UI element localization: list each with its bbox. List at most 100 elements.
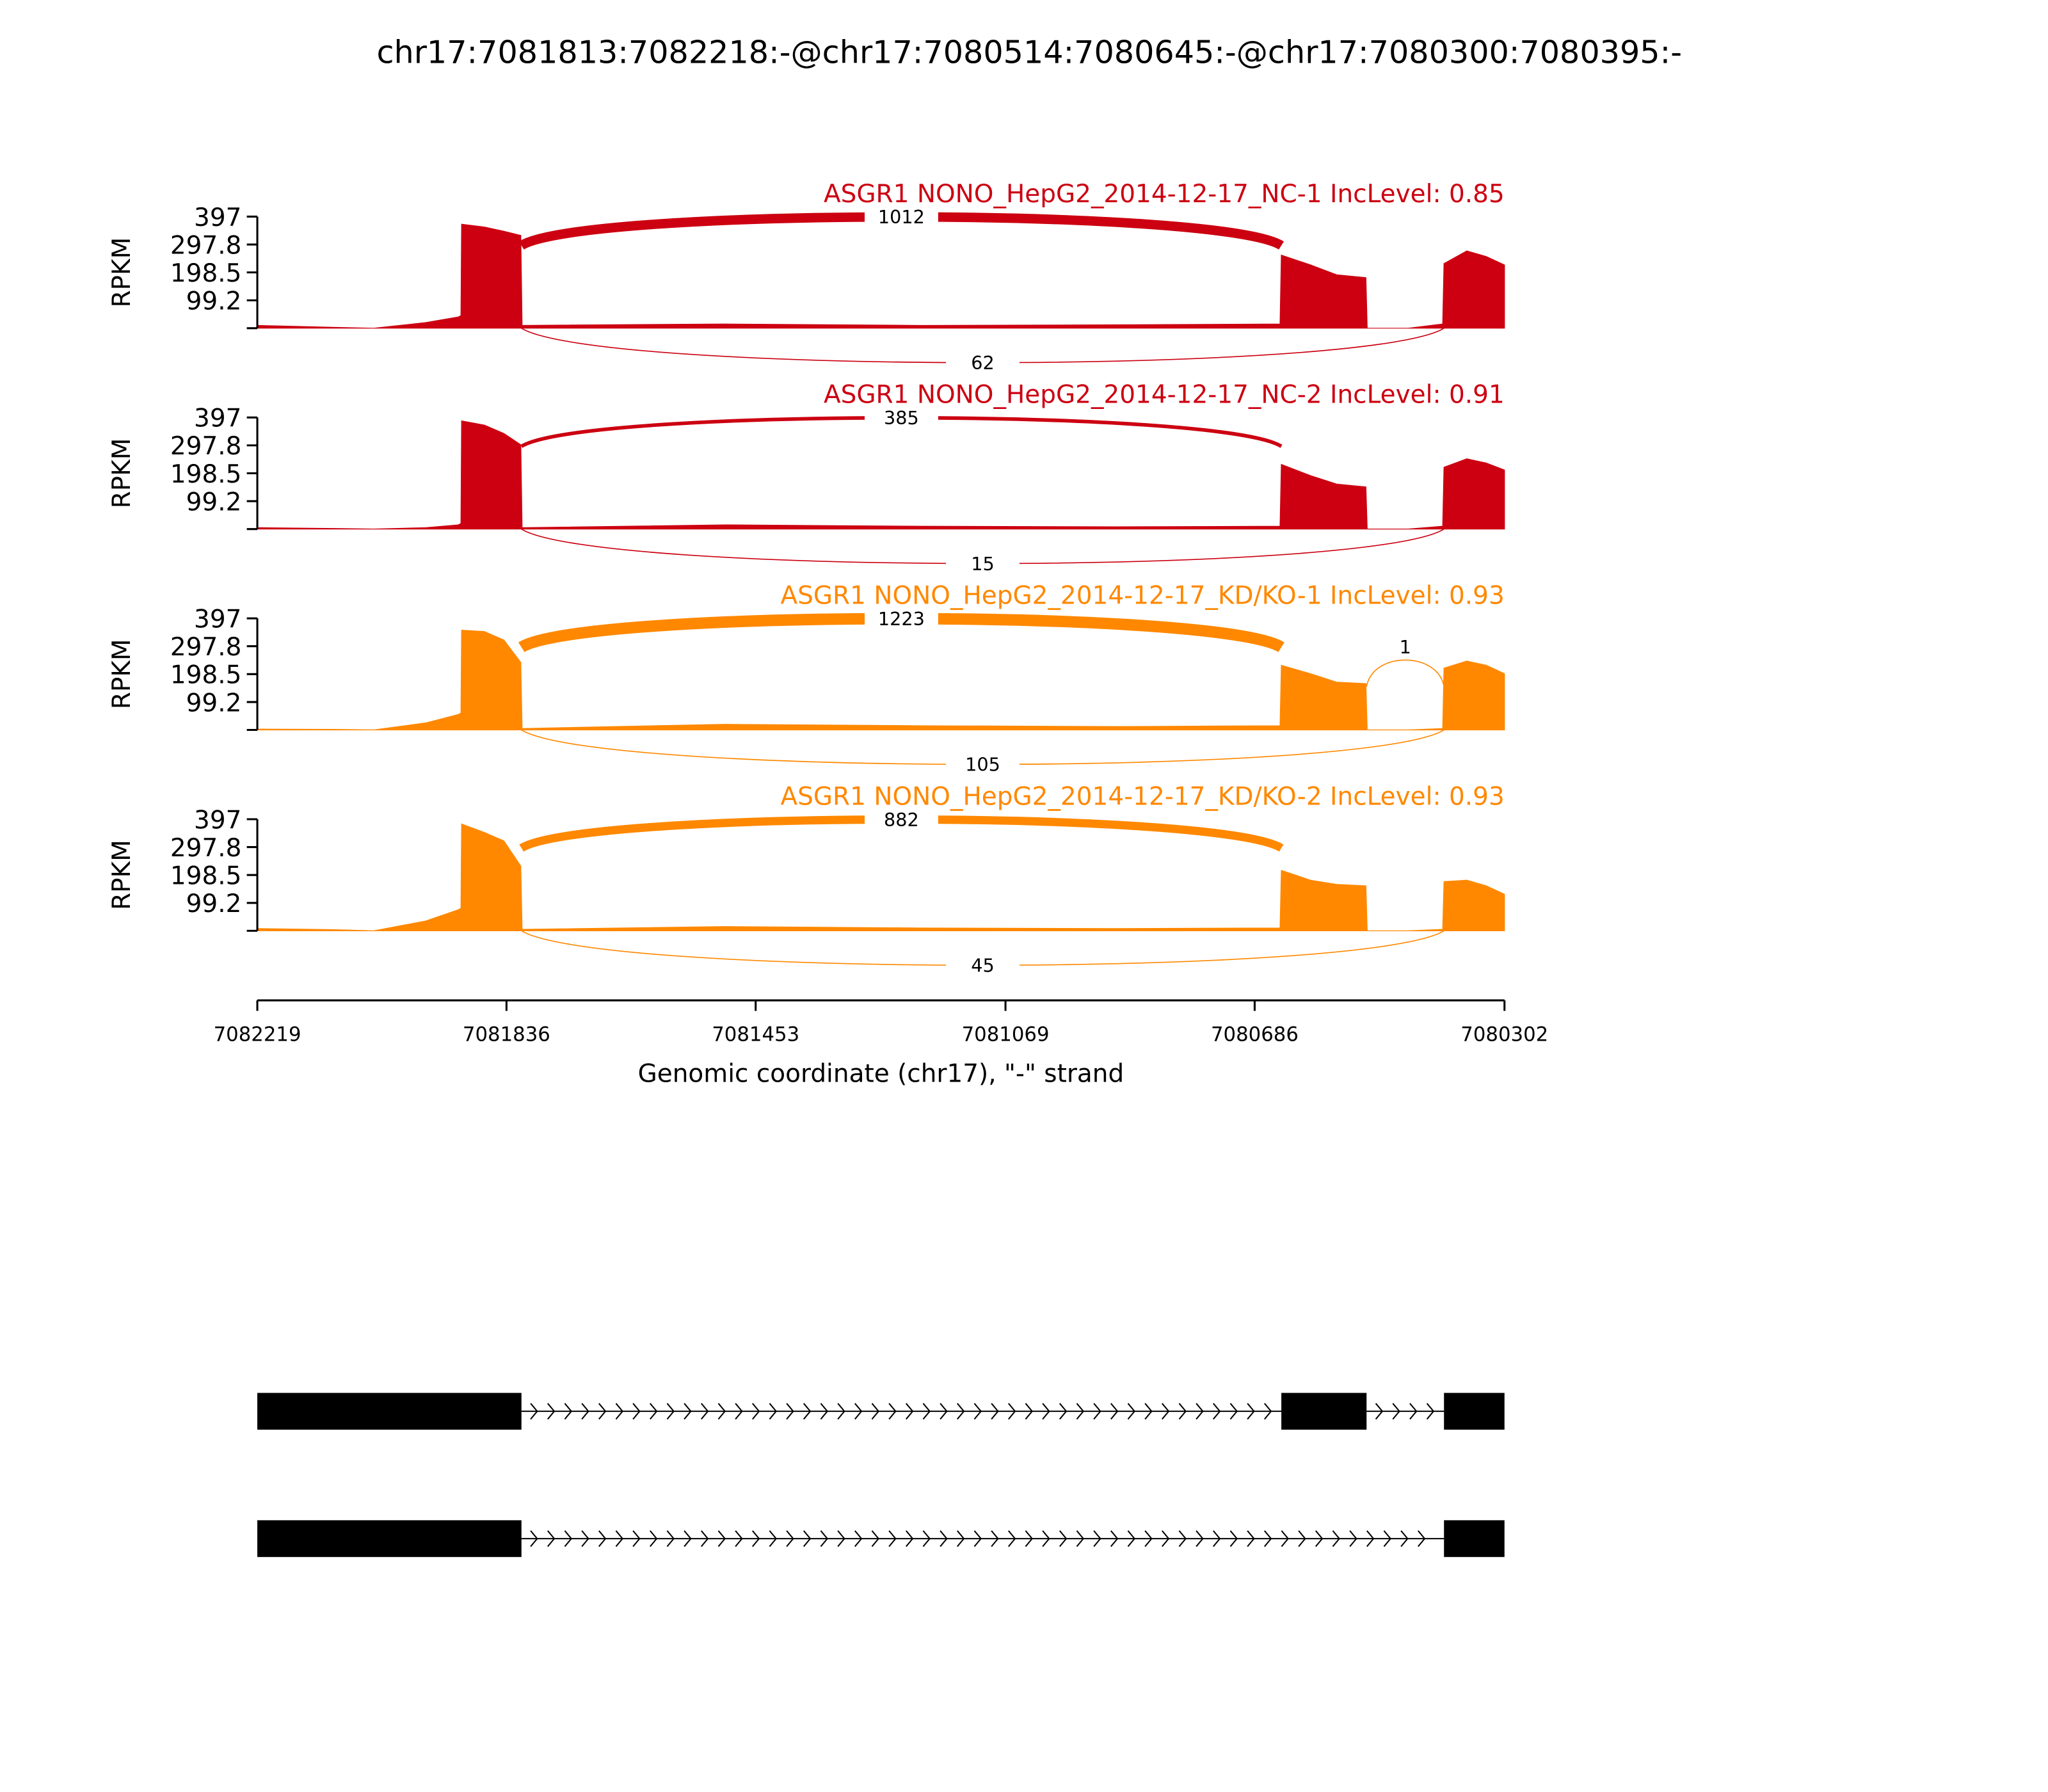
exon [257, 1520, 522, 1557]
exon [257, 1393, 522, 1430]
strand-chevron [735, 1403, 743, 1420]
junction-arc [1366, 659, 1445, 687]
strand-chevron [1008, 1403, 1016, 1420]
y-tick-label: 99.2 [186, 689, 242, 717]
x-tick-label: 7081069 [962, 1023, 1050, 1046]
strand-chevron [1042, 1403, 1050, 1420]
strand-chevron [871, 1530, 880, 1548]
strand-chevron [650, 1403, 658, 1420]
strand-chevron [1127, 1403, 1136, 1420]
strand-chevron [837, 1530, 845, 1548]
strand-chevron [752, 1403, 760, 1420]
strand-chevron [547, 1530, 556, 1548]
strand-chevron [922, 1530, 931, 1548]
strand-chevron [991, 1403, 999, 1420]
strand-chevron [1059, 1403, 1068, 1420]
strand-chevron [530, 1530, 538, 1548]
coverage-area [257, 420, 1505, 530]
strand-chevron [701, 1403, 709, 1420]
strand-chevron [1110, 1530, 1119, 1548]
strand-chevron [1042, 1530, 1050, 1548]
x-tick-label: 7081836 [463, 1023, 550, 1046]
junction-label-bg [946, 552, 1020, 575]
x-axis-label: Genomic coordinate (chr17), "-" strand [638, 1059, 1124, 1088]
y-tick-label: 297.8 [170, 231, 242, 260]
junction-label-bg [946, 752, 1020, 776]
strand-chevron [940, 1403, 948, 1420]
y-tick-label: 297.8 [170, 633, 242, 662]
strand-chevron [1409, 1403, 1418, 1420]
strand-chevron [1213, 1403, 1221, 1420]
y-tick-label: 397 [194, 605, 241, 634]
strand-chevron [1400, 1530, 1409, 1548]
junction-label: 15 [971, 553, 995, 575]
coverage-area [257, 823, 1505, 931]
strand-chevron [581, 1530, 589, 1548]
track-label: ASGR1 NONO_HepG2_2014-12-17_KD/KO-2 IncL… [780, 782, 1504, 811]
strand-chevron [973, 1530, 982, 1548]
strand-chevron [1076, 1530, 1085, 1548]
y-tick-label: 198.5 [170, 460, 242, 489]
strand-chevron [1315, 1530, 1324, 1548]
strand-chevron [820, 1403, 829, 1420]
strand-chevron [615, 1403, 624, 1420]
strand-chevron [906, 1530, 914, 1548]
x-tick-label: 7080686 [1211, 1023, 1299, 1046]
junction-label: 1 [1400, 636, 1411, 658]
strand-chevron [1298, 1530, 1306, 1548]
strand-chevron [1127, 1530, 1136, 1548]
strand-chevron [854, 1530, 863, 1548]
strand-chevron [1178, 1530, 1187, 1548]
y-tick-label: 99.2 [186, 488, 242, 516]
strand-chevron [1196, 1530, 1204, 1548]
strand-chevron [820, 1530, 829, 1548]
y-tick-label: 297.8 [170, 834, 242, 863]
junction-label: 1223 [878, 608, 925, 630]
y-tick-label: 297.8 [170, 432, 242, 461]
strand-chevron [564, 1403, 573, 1420]
strand-chevron [530, 1403, 538, 1420]
strand-chevron [769, 1403, 778, 1420]
x-tick-label: 7082219 [214, 1023, 301, 1046]
strand-chevron [650, 1530, 658, 1548]
y-tick-label: 198.5 [170, 259, 242, 288]
strand-chevron [1247, 1403, 1255, 1420]
strand-chevron [1093, 1530, 1101, 1548]
track-label: ASGR1 NONO_HepG2_2014-12-17_KD/KO-1 IncL… [780, 582, 1504, 611]
strand-chevron [632, 1530, 641, 1548]
strand-chevron [684, 1530, 692, 1548]
strand-chevron [1383, 1530, 1392, 1548]
strand-chevron [1162, 1403, 1170, 1420]
strand-chevron [803, 1530, 812, 1548]
strand-chevron [1196, 1403, 1204, 1420]
strand-chevron [940, 1530, 948, 1548]
strand-chevron [786, 1530, 794, 1548]
strand-chevron [1426, 1403, 1435, 1420]
junction-label-bg [864, 406, 938, 430]
strand-chevron [922, 1403, 931, 1420]
track-label: ASGR1 NONO_HepG2_2014-12-17_NC-2 IncLeve… [824, 381, 1505, 410]
strand-chevron [564, 1530, 573, 1548]
strand-chevron [1229, 1530, 1238, 1548]
strand-chevron [837, 1403, 845, 1420]
coverage-area [257, 223, 1505, 329]
strand-chevron [1264, 1530, 1272, 1548]
strand-chevron [598, 1403, 607, 1420]
strand-chevron [752, 1530, 760, 1548]
exon [1444, 1520, 1505, 1557]
strand-chevron [1110, 1403, 1119, 1420]
strand-chevron [581, 1403, 589, 1420]
strand-chevron [701, 1530, 709, 1548]
y-axis-label: RPKM [108, 237, 136, 308]
strand-chevron [547, 1403, 556, 1420]
strand-chevron [1366, 1530, 1375, 1548]
junction-label-bg [946, 953, 1020, 977]
y-axis-label: RPKM [108, 840, 136, 910]
strand-chevron [666, 1403, 675, 1420]
y-axis-label: RPKM [108, 639, 136, 709]
junction-label: 45 [971, 954, 995, 976]
strand-chevron [786, 1403, 794, 1420]
strand-chevron [888, 1403, 897, 1420]
y-tick-label: 397 [194, 806, 241, 835]
